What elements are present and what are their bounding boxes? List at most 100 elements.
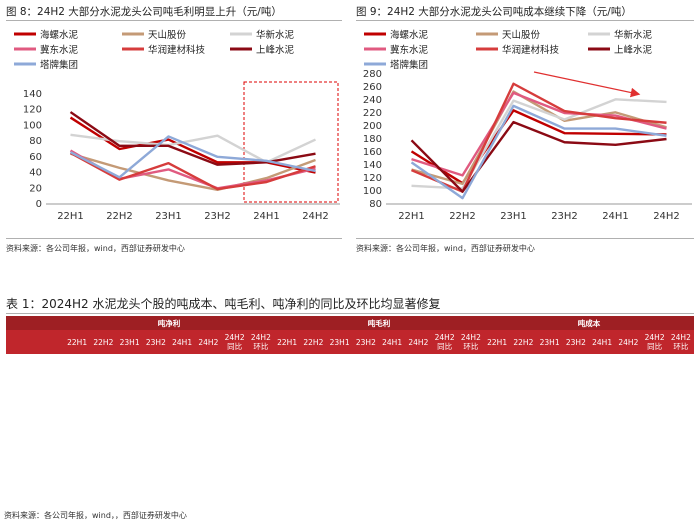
fig8-source-rule	[6, 238, 342, 239]
series-line	[70, 133, 317, 164]
column-header: 24H2 环比	[457, 330, 484, 354]
legend-label: 海螺水泥	[390, 29, 429, 41]
column-header: 24H2 同比	[641, 330, 668, 354]
y-tick-label: 240	[363, 95, 382, 106]
y-tick-label: 220	[363, 108, 382, 119]
legend-label: 天山股份	[502, 29, 541, 41]
column-header: 24H2 同比	[221, 330, 248, 354]
legend-label: 海螺水泥	[40, 29, 79, 41]
fig8-title-rule	[6, 20, 342, 21]
legend-label: 华润建材科技	[148, 44, 206, 56]
column-header: 24H2	[615, 330, 642, 354]
column-header: 22H1	[484, 330, 511, 354]
column-header: 22H1	[274, 330, 301, 354]
y-tick-label: 180	[363, 134, 382, 145]
fig8-chart: 0 20 40 60 80 100 120 140 22H1 22H2 23H1 23H2 24H1 24…	[14, 29, 340, 222]
table-title: 表 1：2024H2 水泥龙头个股的吨成本、吨毛利、吨净利的同比及环比均显著修复	[6, 297, 441, 311]
legend-label: 冀东水泥	[390, 44, 429, 56]
y-tick-label: 60	[29, 152, 42, 163]
column-header: 23H1	[326, 330, 353, 354]
legend-label: 上峰水泥	[614, 44, 653, 56]
column-header: 22H1	[64, 330, 91, 354]
column-header: 24H2	[405, 330, 432, 354]
column-header-row: 22H1 22H2 23H1 23H2 24H1 24H2 24H2 同比 24H2 环比 22H1…	[6, 330, 694, 354]
table-source: 资料来源：各公司年报，wind，，西部证券研发中心	[4, 511, 187, 520]
fig8-title: 图 8：24H2 大部分水泥龙头公司吨毛利明显上升（元/吨）	[6, 6, 282, 18]
y-tick-label: 140	[23, 89, 42, 100]
series-line	[411, 90, 667, 186]
column-header: 23H2	[142, 330, 169, 354]
column-header: 23H2	[352, 330, 379, 354]
legend-label: 塔牌集团	[40, 59, 78, 71]
series-line	[410, 104, 667, 200]
x-tick-label: 22H2	[106, 211, 133, 222]
column-header: 22H2	[300, 330, 327, 354]
y-tick-label: 120	[363, 173, 382, 184]
fig9-source: 资料来源：各公司年报，wind，西部证券研发中心	[356, 244, 535, 253]
x-tick-label: 24H1	[602, 211, 629, 222]
fig9-title-rule	[356, 20, 694, 21]
y-tick-label: 80	[369, 199, 382, 210]
legend-label: 塔牌集团	[390, 59, 428, 71]
column-header: 24H2 同比	[431, 330, 458, 354]
column-header: 23H1	[536, 330, 563, 354]
group-header: 吨净利	[64, 316, 274, 330]
x-tick-label: 22H2	[449, 211, 476, 222]
x-tick-label: 24H1	[253, 211, 280, 222]
legend-label: 华新水泥	[614, 29, 653, 41]
y-tick-label: 100	[363, 186, 382, 197]
column-header: 22H2	[510, 330, 537, 354]
y-tick-label: 140	[363, 160, 382, 171]
x-tick-label: 23H1	[155, 211, 182, 222]
fig9-source-rule	[356, 238, 694, 239]
y-tick-label: 0	[36, 199, 42, 210]
legend-label: 天山股份	[148, 29, 187, 41]
column-header: 22H2	[90, 330, 117, 354]
table-title-rule	[6, 313, 694, 314]
legend-label: 华新水泥	[256, 29, 295, 41]
legend-label: 上峰水泥	[256, 44, 295, 56]
series-line	[70, 152, 316, 192]
y-tick-label: 100	[23, 120, 42, 131]
fig9-chart: 80 100 120 140 160 180 200 220 240 260 280 22H1 22H2…	[363, 29, 692, 222]
x-tick-label: 24H2	[302, 211, 329, 222]
y-tick-label: 40	[29, 168, 42, 179]
fig9-title: 图 9：24H2 大部分水泥龙头公司吨成本继续下降（元/吨）	[356, 6, 632, 18]
group-header: 吨成本	[484, 316, 694, 330]
x-tick-label: 22H1	[57, 211, 84, 222]
series-line	[69, 116, 316, 174]
legend-label: 华润建材科技	[502, 44, 560, 56]
x-tick-label: 24H2	[653, 211, 680, 222]
column-header: 23H2	[562, 330, 589, 354]
column-header: 24H2 环比	[247, 330, 274, 354]
y-tick-label: 280	[363, 69, 382, 80]
column-header: 24H1	[589, 330, 616, 354]
column-header: 24H1	[169, 330, 196, 354]
column-header: 23H1	[116, 330, 143, 354]
series-line	[69, 135, 316, 179]
x-tick-label: 23H1	[500, 211, 527, 222]
y-tick-label: 80	[29, 136, 42, 147]
trend-arrow	[533, 71, 641, 98]
corner-cell	[6, 316, 64, 330]
highlight-box	[243, 81, 339, 203]
series-line	[410, 109, 667, 185]
x-tick-label: 23H2	[551, 211, 578, 222]
column-header: 24H1	[379, 330, 406, 354]
series-line	[410, 120, 667, 193]
series-line	[69, 151, 316, 191]
y-tick-label: 260	[363, 82, 382, 93]
y-tick-label: 120	[23, 105, 42, 116]
corner-cell	[6, 330, 64, 354]
y-tick-label: 20	[29, 183, 42, 194]
data-table: 吨净利 吨毛利 吨成本 22H1 22H2 23H1 23H2 24H1 24H2 24H2 同比 2…	[6, 316, 694, 354]
x-tick-label: 23H2	[204, 211, 231, 222]
x-tick-label: 22H1	[398, 211, 425, 222]
column-header: 24H2 环比	[667, 330, 694, 354]
y-tick-label: 160	[363, 147, 382, 158]
y-tick-label: 200	[363, 121, 382, 132]
series-line	[411, 82, 667, 193]
legend-label: 冀东水泥	[40, 44, 79, 56]
fig8-source: 资料来源：各公司年报，wind，西部证券研发中心	[6, 244, 185, 253]
group-header-row: 吨净利 吨毛利 吨成本	[6, 316, 694, 330]
